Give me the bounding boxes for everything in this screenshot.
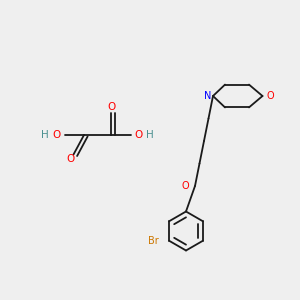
Text: O: O [107, 102, 115, 112]
Text: O: O [66, 154, 75, 164]
Text: O: O [134, 130, 143, 140]
Text: Br: Br [148, 236, 159, 246]
Text: O: O [52, 130, 61, 140]
Text: N: N [204, 91, 212, 101]
Text: H: H [41, 130, 49, 140]
Text: H: H [146, 130, 154, 140]
Text: O: O [266, 91, 274, 101]
Text: O: O [182, 181, 190, 191]
